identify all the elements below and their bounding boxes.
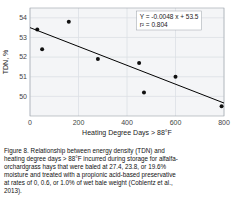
x-grid-line: [127, 8, 128, 116]
y-tick-label: 50: [19, 93, 27, 100]
scatter-point: [174, 75, 178, 79]
equation-box-frame: [137, 11, 202, 30]
x-grid-line: [78, 8, 79, 116]
x-tick-label: 0: [28, 119, 32, 126]
scatter-point: [67, 20, 71, 24]
y-tick-label: 52: [19, 53, 27, 60]
plot-frame: [30, 8, 224, 116]
x-tick-label: 600: [170, 119, 182, 126]
y-grid-line: [30, 57, 224, 58]
plot-background: [30, 8, 224, 116]
regression-line: [30, 28, 224, 103]
y-tick-label: 53: [19, 34, 27, 41]
scatter-point: [137, 61, 141, 65]
caption: Figure 8. Relationship between energy de…: [4, 147, 178, 195]
scatter-point: [220, 104, 224, 108]
y-axis-label: TDN, %: [2, 50, 9, 75]
y-tick-label: 51: [19, 73, 27, 80]
marks: [30, 20, 224, 108]
grid: [30, 8, 224, 116]
annotation: Y = -0.0048 x + 53.5: [140, 13, 199, 20]
scatter-point: [40, 47, 44, 51]
annotation: r² = 0.804: [140, 21, 168, 28]
y-grid-line: [30, 76, 224, 77]
scatter-point: [142, 90, 146, 94]
equation-box: Y = -0.0048 x + 53.5r² = 0.804: [137, 11, 202, 30]
x-tick-label: 200: [73, 119, 85, 126]
x-tick-label: 800: [218, 119, 230, 126]
y-tick-label: 54: [19, 14, 27, 21]
y-grid-line: [30, 96, 224, 97]
chart: 0 200 400 600 800 50 51 52 53 54 Y = -0.0048 x + 5…: [0, 0, 233, 216]
y-grid-line: [30, 37, 224, 38]
x-tick-label: 400: [121, 119, 133, 126]
scatter-point: [96, 57, 100, 61]
x-axis-label: Heating Degree Days > 88°F: [82, 129, 172, 137]
